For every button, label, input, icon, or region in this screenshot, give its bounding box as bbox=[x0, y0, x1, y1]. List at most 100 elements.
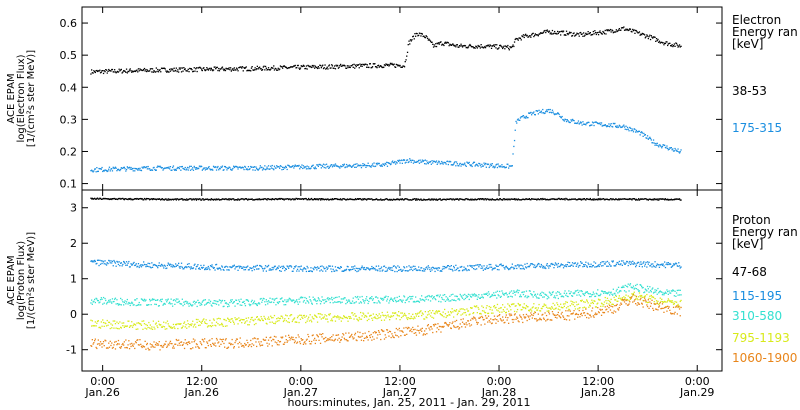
data-point bbox=[195, 167, 198, 169]
data-point bbox=[476, 305, 478, 307]
data-point bbox=[537, 198, 539, 200]
data-point bbox=[205, 198, 207, 200]
data-point bbox=[470, 265, 472, 267]
data-point bbox=[270, 66, 273, 69]
data-point bbox=[368, 268, 370, 270]
data-point bbox=[254, 318, 256, 320]
data-point bbox=[466, 308, 468, 310]
data-point bbox=[318, 298, 320, 300]
data-point bbox=[276, 198, 279, 201]
data-point bbox=[358, 164, 360, 167]
data-point bbox=[415, 161, 417, 163]
data-point bbox=[175, 198, 177, 200]
data-point bbox=[479, 297, 481, 299]
data-point bbox=[565, 30, 568, 32]
data-point bbox=[458, 270, 460, 272]
data-point bbox=[140, 69, 143, 71]
data-point bbox=[395, 198, 397, 201]
data-point bbox=[415, 268, 417, 270]
data-point bbox=[511, 263, 513, 265]
data-point bbox=[294, 198, 296, 201]
data-point bbox=[190, 165, 192, 167]
data-point bbox=[251, 316, 253, 319]
data-point bbox=[476, 312, 478, 314]
data-point bbox=[629, 284, 631, 286]
data-point bbox=[302, 165, 305, 167]
data-point bbox=[640, 33, 642, 35]
data-point bbox=[143, 261, 145, 263]
data-point bbox=[114, 297, 117, 299]
data-point bbox=[595, 198, 597, 201]
data-point bbox=[129, 325, 131, 327]
data-point bbox=[275, 268, 277, 271]
data-point bbox=[564, 118, 566, 120]
data-point bbox=[111, 298, 114, 300]
data-point bbox=[296, 197, 298, 200]
data-point bbox=[319, 64, 322, 67]
data-point bbox=[506, 308, 508, 310]
data-point bbox=[658, 40, 661, 42]
data-point bbox=[108, 301, 111, 303]
data-point bbox=[583, 123, 586, 125]
data-point bbox=[571, 198, 574, 200]
data-point bbox=[434, 270, 436, 273]
data-point bbox=[237, 303, 239, 305]
data-point bbox=[276, 165, 278, 167]
data-point bbox=[488, 305, 490, 308]
data-point bbox=[416, 313, 418, 315]
data-point bbox=[383, 163, 385, 165]
data-point bbox=[666, 41, 668, 43]
data-point bbox=[211, 322, 213, 324]
data-point bbox=[137, 198, 139, 200]
data-point bbox=[670, 266, 672, 268]
data-point bbox=[533, 303, 535, 305]
data-point bbox=[272, 317, 274, 319]
data-point bbox=[564, 34, 566, 36]
data-point bbox=[398, 159, 400, 161]
data-point bbox=[147, 70, 149, 72]
data-point bbox=[403, 295, 405, 297]
data-point bbox=[142, 167, 144, 169]
data-point bbox=[166, 301, 168, 303]
data-point bbox=[464, 311, 467, 314]
data-point bbox=[128, 302, 131, 304]
data-point bbox=[551, 307, 554, 309]
data-point bbox=[603, 199, 606, 201]
data-point bbox=[103, 345, 105, 347]
data-point bbox=[313, 198, 315, 200]
data-point bbox=[192, 169, 195, 171]
data-point bbox=[290, 314, 292, 316]
data-point bbox=[218, 317, 220, 319]
data-point bbox=[475, 164, 477, 166]
data-point bbox=[649, 136, 651, 138]
data-point bbox=[131, 168, 133, 170]
data-point bbox=[571, 295, 574, 297]
data-point bbox=[143, 67, 146, 70]
data-point bbox=[283, 266, 285, 269]
data-point bbox=[622, 285, 624, 287]
data-point bbox=[145, 299, 147, 301]
data-point bbox=[377, 317, 380, 319]
data-point bbox=[109, 340, 111, 342]
data-point bbox=[290, 314, 293, 316]
data-point bbox=[94, 198, 96, 200]
data-point bbox=[323, 166, 325, 169]
data-point bbox=[409, 269, 411, 271]
data-point bbox=[96, 347, 98, 350]
data-point bbox=[129, 168, 131, 170]
data-point bbox=[401, 270, 403, 272]
data-point bbox=[603, 31, 605, 33]
data-point bbox=[401, 162, 403, 164]
data-point bbox=[366, 267, 368, 269]
data-point bbox=[519, 304, 522, 306]
data-point bbox=[340, 320, 342, 322]
data-point bbox=[426, 37, 429, 39]
data-point bbox=[114, 341, 116, 343]
data-point bbox=[552, 263, 554, 266]
data-point bbox=[409, 39, 412, 41]
data-point bbox=[645, 198, 647, 200]
data-point bbox=[256, 304, 258, 306]
data-point bbox=[184, 326, 186, 328]
data-point bbox=[559, 266, 561, 268]
data-point bbox=[328, 297, 331, 300]
